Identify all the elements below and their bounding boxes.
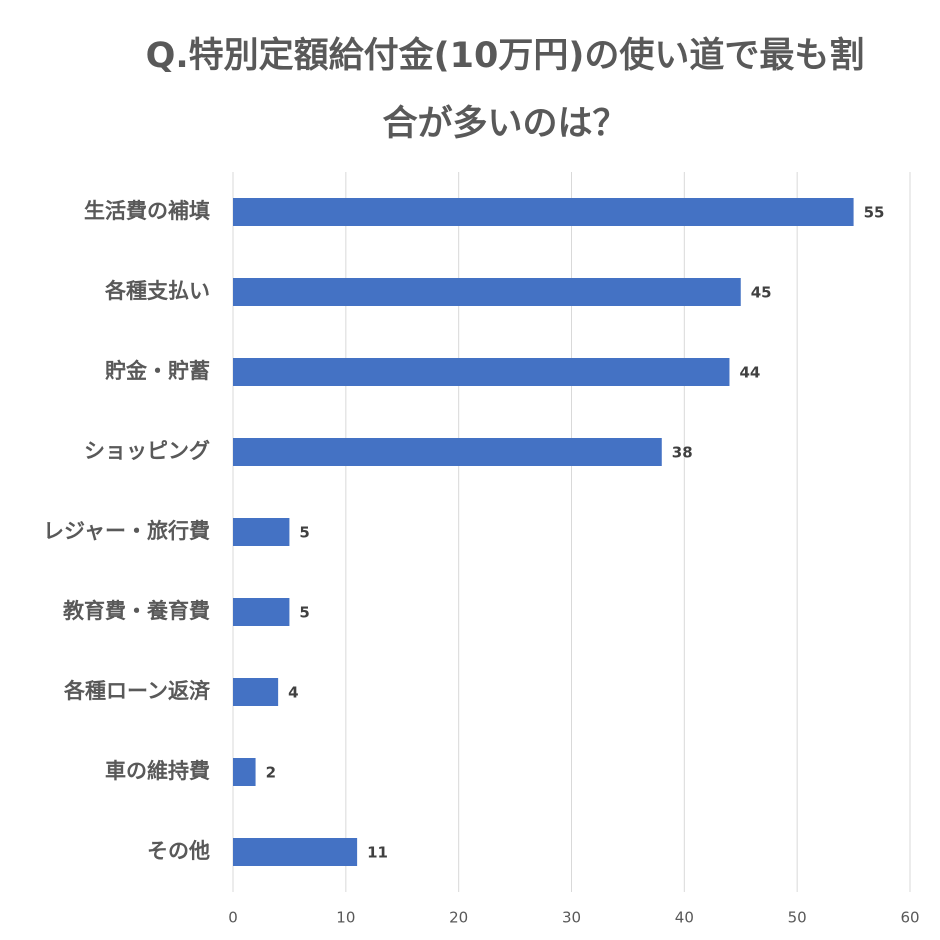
value-label: 11 bbox=[367, 844, 388, 862]
bar bbox=[233, 198, 854, 226]
y-tick-label: 貯金・貯蓄 bbox=[105, 359, 210, 383]
bar bbox=[233, 278, 741, 306]
y-tick-label: レジャー・旅行費 bbox=[43, 519, 210, 543]
bar bbox=[233, 838, 358, 866]
x-tick-label: 40 bbox=[675, 909, 694, 927]
x-tick-label: 10 bbox=[336, 909, 355, 927]
value-label: 4 bbox=[288, 684, 298, 702]
x-tick-label: 50 bbox=[788, 909, 807, 927]
value-label: 55 bbox=[864, 204, 885, 222]
value-label: 38 bbox=[672, 444, 693, 462]
value-label: 5 bbox=[299, 524, 309, 542]
y-tick-label: ショッピング bbox=[84, 439, 210, 463]
x-tick-label: 60 bbox=[900, 909, 919, 927]
value-label: 5 bbox=[299, 604, 309, 622]
bar bbox=[233, 598, 290, 626]
bar bbox=[233, 358, 730, 386]
y-tick-label: 教育費・養育費 bbox=[63, 599, 210, 623]
bar bbox=[233, 678, 279, 706]
value-label: 44 bbox=[739, 364, 760, 382]
y-tick-label: その他 bbox=[147, 839, 210, 863]
x-tick-label: 0 bbox=[228, 909, 238, 927]
chart-title: Q.特別定額給付金(10万円)の使い道で最も割合が多いのは？ bbox=[145, 36, 865, 144]
y-tick-label: 生活費の補填 bbox=[84, 199, 210, 223]
value-label: 2 bbox=[266, 764, 276, 782]
y-tick-label: 各種支払い bbox=[104, 279, 210, 303]
bar bbox=[233, 758, 256, 786]
x-tick-label: 20 bbox=[449, 909, 468, 927]
x-tick-label: 30 bbox=[562, 909, 581, 927]
bar bbox=[233, 438, 662, 466]
value-label: 45 bbox=[751, 284, 772, 302]
bar bbox=[233, 518, 290, 546]
y-tick-label: 車の維持費 bbox=[105, 759, 210, 783]
y-tick-label: 各種ローン返済 bbox=[63, 679, 211, 703]
